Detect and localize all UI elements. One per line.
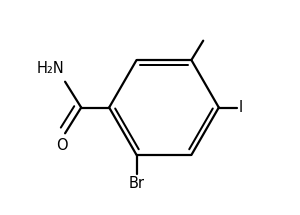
- Text: H₂N: H₂N: [36, 61, 64, 76]
- Text: I: I: [239, 100, 243, 115]
- Text: O: O: [56, 138, 68, 153]
- Text: Br: Br: [129, 177, 145, 192]
